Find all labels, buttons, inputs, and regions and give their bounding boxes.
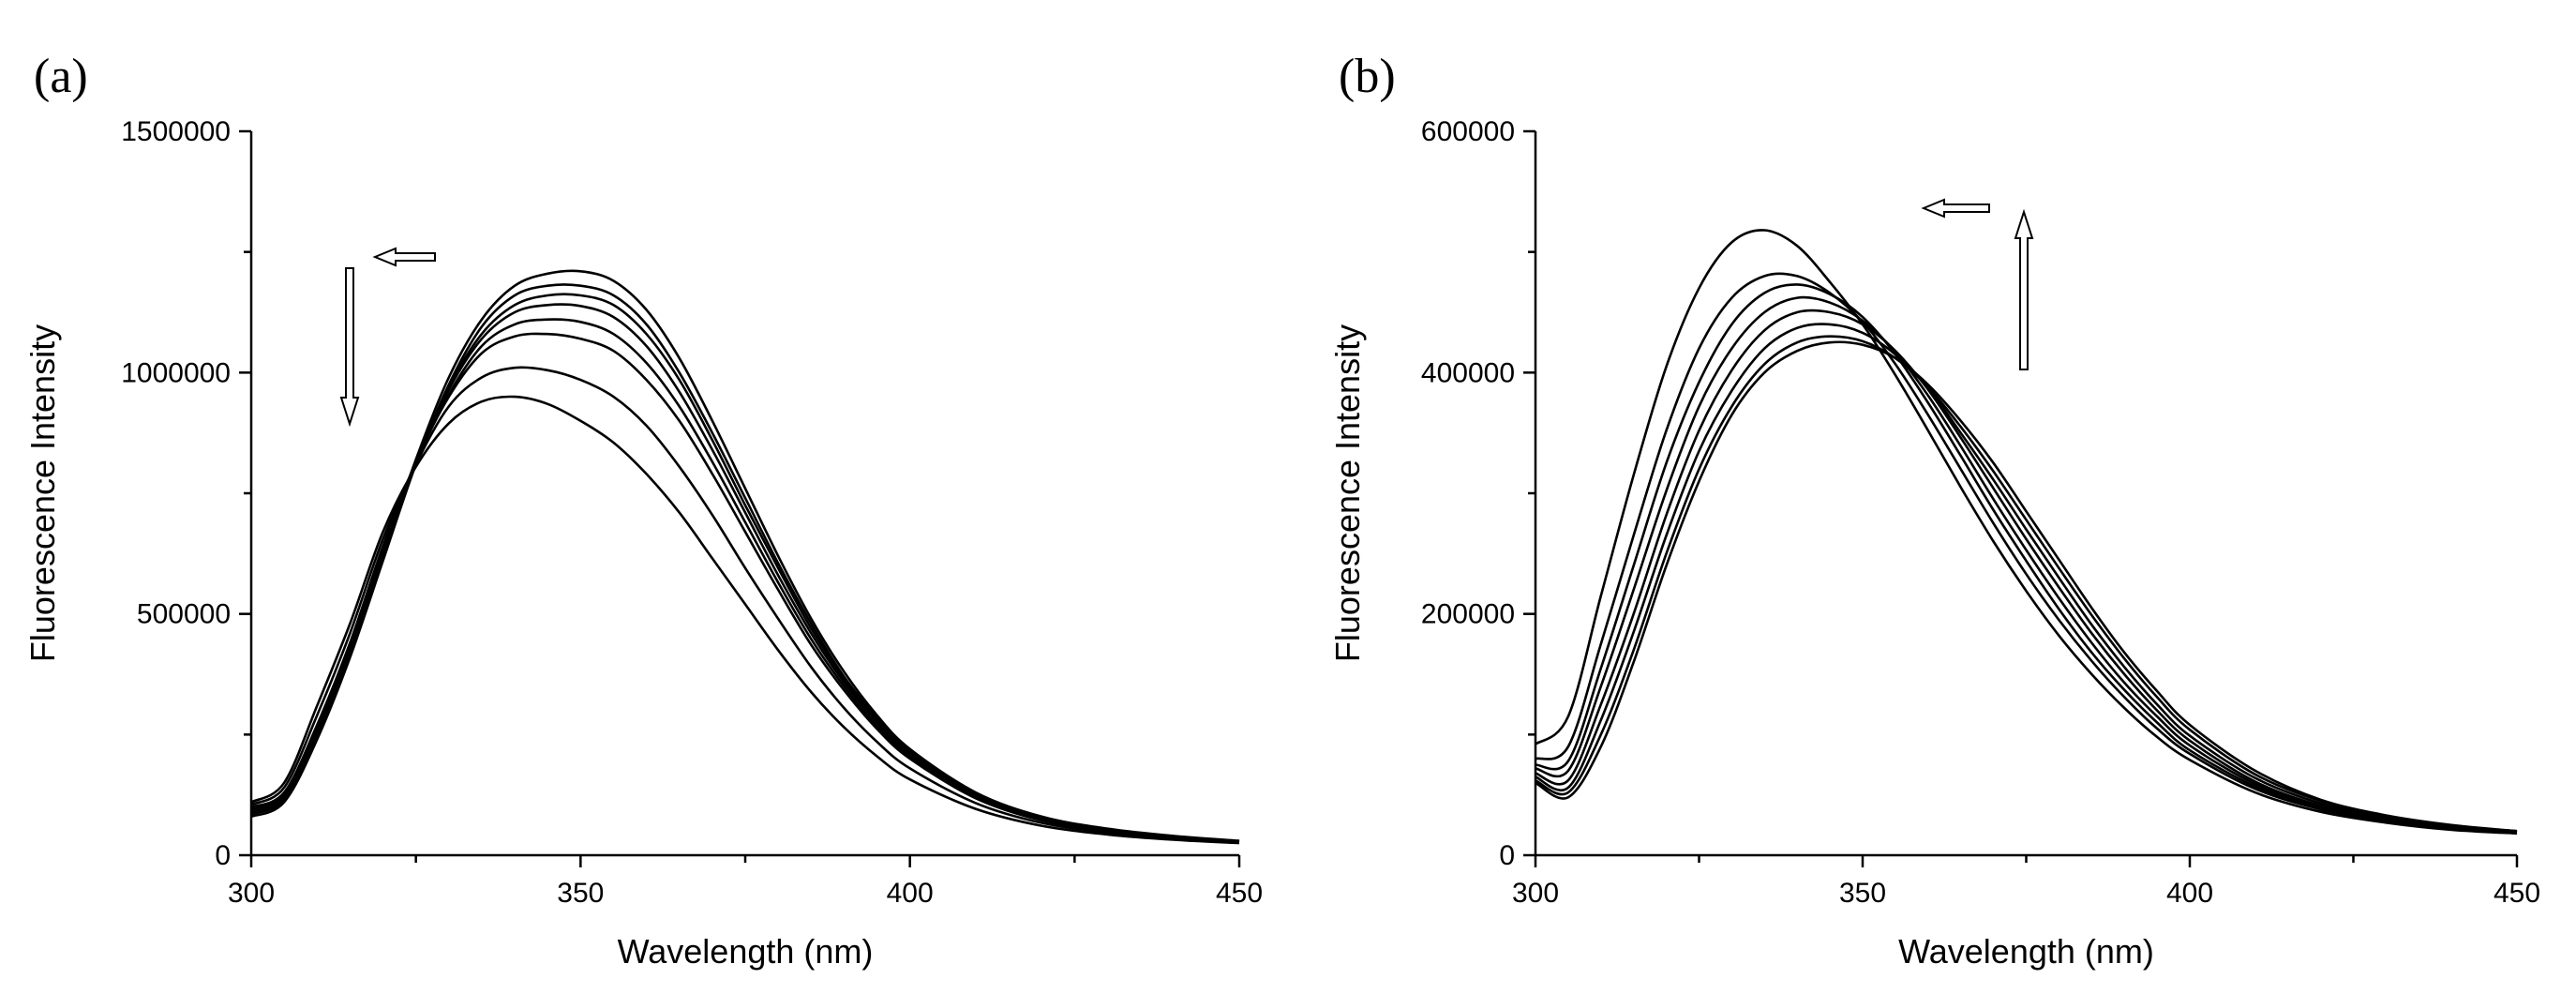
series-line-2	[250, 283, 1240, 843]
up-arrow-icon	[2014, 208, 2034, 370]
left-arrow-icon	[1921, 198, 1990, 218]
series-line-3	[1535, 323, 2518, 834]
y-axis-title: Fluorescence Intensity	[1328, 324, 1367, 662]
y-tick-label: 600000	[1421, 116, 1515, 147]
y-axis-title: Fluorescence Intensity	[23, 324, 62, 662]
series-line-6	[250, 332, 1240, 844]
series-line-6	[1535, 283, 2518, 834]
panel-label: (b)	[1339, 50, 1396, 103]
left-arrow-icon	[372, 247, 436, 267]
series-line-1	[250, 269, 1240, 842]
series-line-7	[1535, 272, 2518, 834]
series-line-8	[250, 395, 1240, 845]
x-tick-label: 300	[1512, 878, 1559, 909]
down-arrow-icon	[339, 267, 360, 428]
y-tick-label: 200000	[1421, 599, 1515, 630]
x-tick-label: 450	[2494, 878, 2540, 909]
panel-b: (b) 300 350 400 450 0 200000 400000 600000 Wavele…	[1328, 50, 2540, 971]
series-line-1	[1535, 340, 2518, 833]
x-tick-label: 350	[557, 878, 604, 909]
y-tick-label: 500000	[137, 599, 231, 630]
x-axis-title: Wavelength (nm)	[618, 932, 874, 971]
panel-a: (a) 300 350 400 450 0 500000 1000000 1500000 Wave…	[23, 50, 1263, 971]
series-line-2	[1535, 335, 2518, 833]
x-tick-label: 350	[1839, 878, 1886, 909]
y-tick-label: 400000	[1421, 357, 1515, 388]
panel-label: (a)	[34, 50, 88, 103]
series-line-5	[1535, 295, 2518, 834]
series-line-8	[1535, 229, 2518, 836]
y-tick-label: 1500000	[121, 116, 231, 147]
series-line-7	[250, 366, 1240, 844]
series-line-4	[250, 303, 1240, 843]
y-tick-label: 0	[215, 840, 231, 871]
y-tick-label: 1000000	[121, 357, 231, 388]
x-tick-label: 400	[887, 878, 934, 909]
series-line-5	[250, 318, 1240, 843]
x-tick-label: 450	[1216, 878, 1263, 909]
series-line-4	[1535, 309, 2518, 834]
x-axis-title: Wavelength (nm)	[1898, 932, 2154, 971]
y-tick-label: 0	[1499, 840, 1515, 871]
x-tick-label: 400	[2166, 878, 2213, 909]
x-tick-label: 300	[228, 878, 275, 909]
